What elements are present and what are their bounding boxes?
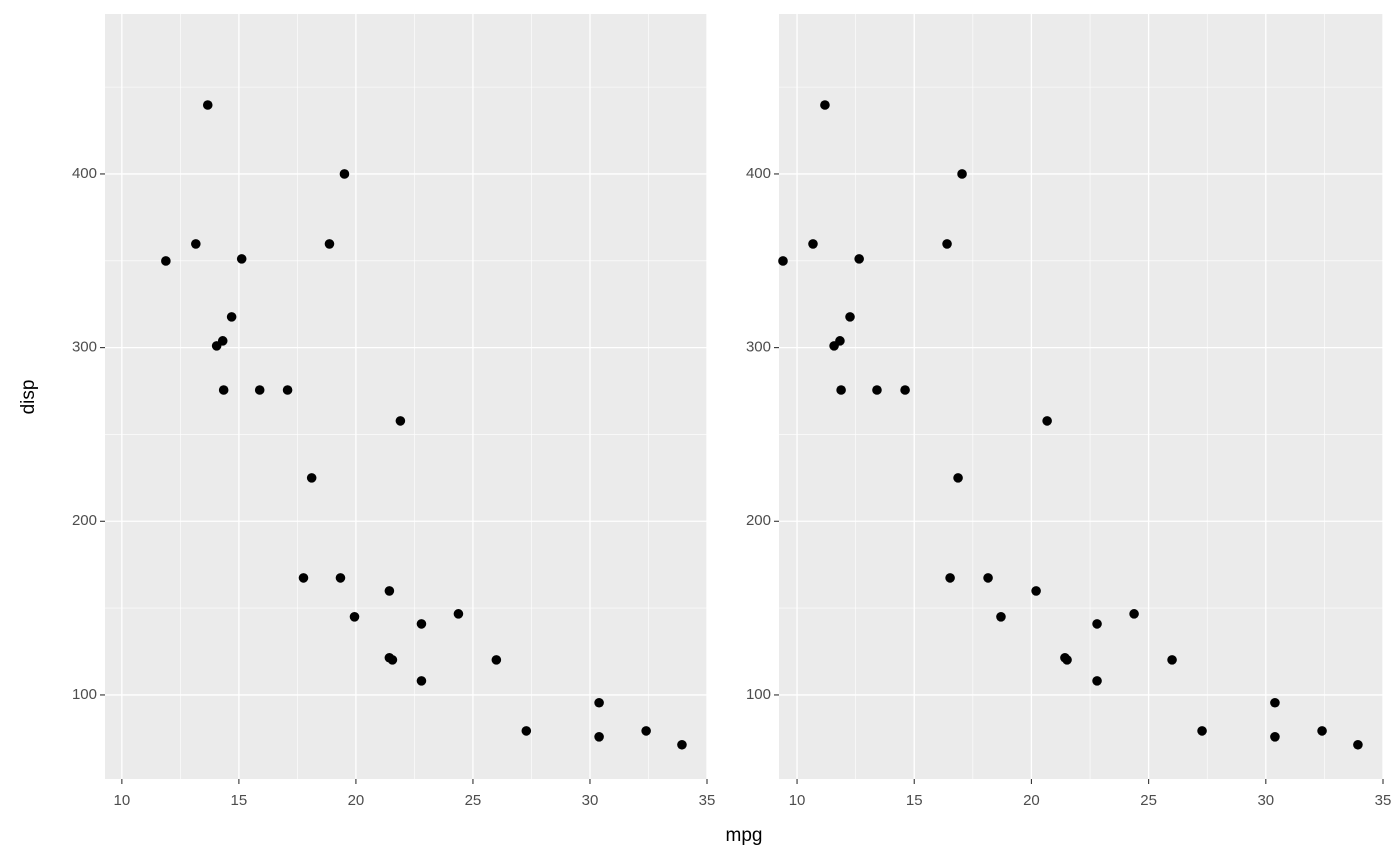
point bbox=[1317, 726, 1327, 736]
point bbox=[324, 239, 335, 249]
point bbox=[1062, 655, 1072, 665]
y-axis-label: disp bbox=[18, 380, 39, 415]
x-tick-label: 35 bbox=[1375, 792, 1392, 809]
point bbox=[416, 619, 427, 629]
point bbox=[945, 573, 955, 583]
point bbox=[778, 256, 788, 266]
panel-background bbox=[105, 14, 707, 779]
point bbox=[217, 336, 228, 346]
x-tick-label: 10 bbox=[114, 792, 131, 809]
point bbox=[900, 385, 910, 395]
point bbox=[1031, 586, 1041, 596]
y-tick-label: 100 bbox=[746, 686, 771, 703]
point bbox=[953, 473, 963, 483]
y-tick-label: 200 bbox=[746, 512, 771, 529]
x-axis-label: mpg bbox=[726, 825, 763, 846]
point bbox=[872, 385, 882, 395]
point bbox=[835, 336, 845, 346]
point bbox=[384, 586, 395, 596]
y-tick-label: 300 bbox=[72, 339, 97, 356]
x-tick-label: 10 bbox=[789, 792, 806, 809]
point bbox=[845, 312, 855, 322]
x-tick-label: 20 bbox=[1023, 792, 1040, 809]
point bbox=[1042, 416, 1052, 426]
point bbox=[161, 256, 171, 266]
y-tick-label: 200 bbox=[72, 512, 97, 529]
point bbox=[521, 726, 532, 736]
point bbox=[942, 239, 952, 249]
point bbox=[1270, 697, 1280, 708]
point bbox=[1353, 739, 1363, 750]
x-tick-label: 15 bbox=[906, 792, 923, 809]
x-tick-label: 25 bbox=[1140, 792, 1157, 809]
point bbox=[1129, 609, 1139, 619]
point bbox=[395, 416, 406, 426]
point bbox=[594, 697, 604, 708]
point bbox=[641, 726, 651, 736]
x-tick-label: 30 bbox=[1257, 792, 1274, 809]
point bbox=[191, 239, 201, 249]
x-tick-label: 35 bbox=[699, 792, 716, 809]
point bbox=[306, 473, 317, 483]
point bbox=[996, 611, 1006, 622]
y-tick-label: 400 bbox=[72, 165, 97, 182]
point bbox=[1167, 655, 1177, 665]
y-tick-label: 300 bbox=[746, 339, 771, 356]
point bbox=[983, 573, 993, 583]
point bbox=[1270, 731, 1280, 742]
point bbox=[236, 254, 247, 264]
panel-background bbox=[779, 14, 1383, 779]
point bbox=[226, 312, 237, 322]
point bbox=[820, 100, 830, 110]
point bbox=[387, 655, 398, 665]
y-tick-label: 400 bbox=[746, 165, 771, 182]
point bbox=[339, 169, 350, 179]
point bbox=[1092, 619, 1102, 629]
point bbox=[957, 169, 967, 179]
point bbox=[298, 573, 309, 583]
point bbox=[218, 385, 229, 395]
point bbox=[808, 239, 818, 249]
x-tick-label: 25 bbox=[465, 792, 482, 809]
point bbox=[594, 731, 604, 742]
point bbox=[854, 254, 864, 264]
point bbox=[282, 385, 293, 395]
point bbox=[491, 655, 502, 665]
x-tick-label: 30 bbox=[582, 792, 599, 809]
point bbox=[254, 385, 265, 395]
point bbox=[335, 573, 346, 583]
point bbox=[1197, 726, 1207, 736]
x-tick-label: 20 bbox=[348, 792, 365, 809]
x-tick-label: 15 bbox=[231, 792, 248, 809]
point bbox=[202, 100, 213, 110]
y-tick-label: 100 bbox=[72, 686, 97, 703]
point bbox=[1092, 676, 1102, 686]
point bbox=[836, 385, 846, 395]
point bbox=[349, 611, 360, 622]
point bbox=[677, 739, 687, 750]
point bbox=[453, 609, 464, 619]
point bbox=[416, 676, 427, 686]
